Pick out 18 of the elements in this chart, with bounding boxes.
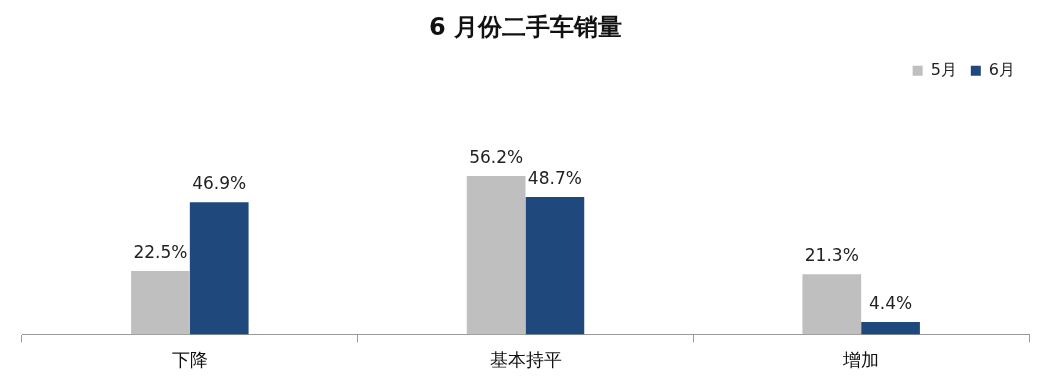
data-label: 21.3%	[804, 245, 859, 266]
x-tick-label: 下降	[171, 348, 208, 370]
x-tick-label: 基本持平	[489, 348, 562, 370]
data-label: 56.2%	[469, 146, 524, 167]
bar	[802, 274, 862, 335]
bar	[861, 322, 920, 335]
data-label: 46.9%	[192, 173, 247, 194]
bar	[189, 202, 249, 335]
legend-label: 6月	[988, 59, 1016, 79]
bar	[525, 197, 585, 335]
data-label: 48.7%	[527, 168, 582, 189]
data-label: 22.5%	[133, 241, 188, 262]
bar	[131, 270, 190, 335]
legend-label: 5月	[930, 59, 957, 79]
bar	[466, 175, 526, 335]
data-label: 4.4%	[868, 292, 913, 313]
chart-title: 6 月份二手车销量	[428, 12, 623, 41]
x-tick-label: 增加	[842, 348, 880, 370]
